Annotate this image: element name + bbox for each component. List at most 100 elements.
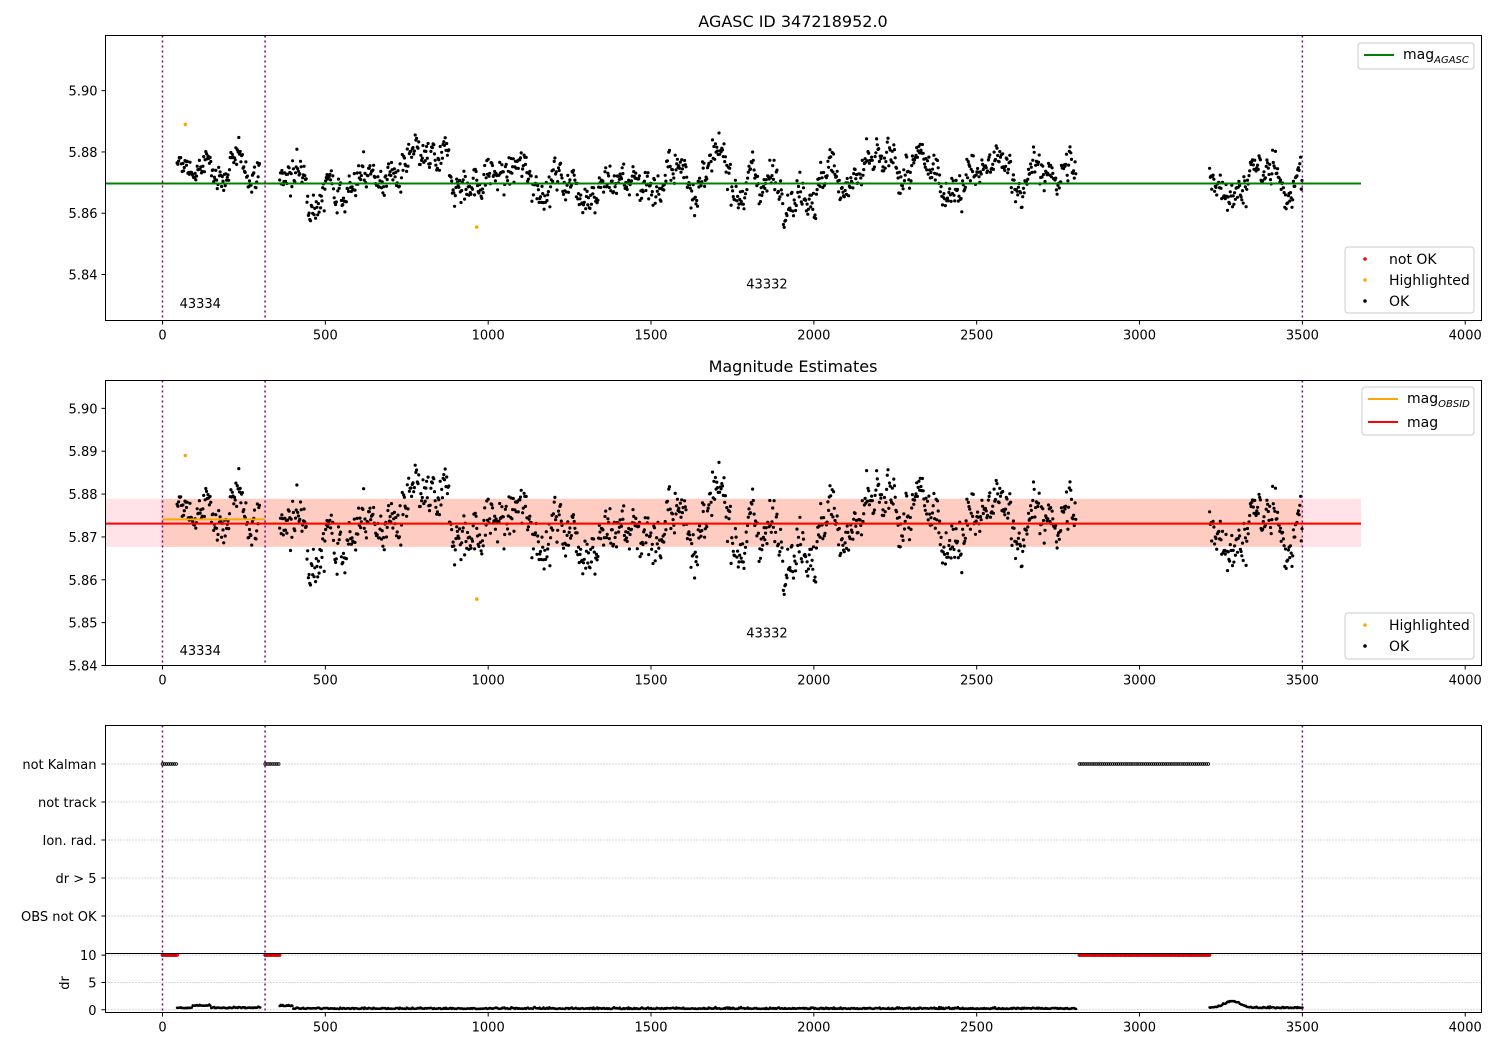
agasc-ok-point <box>966 160 970 164</box>
magnitude-ok-point <box>809 564 813 568</box>
agasc-ok-point <box>502 193 506 197</box>
not-kalman-point <box>1190 762 1195 766</box>
magnitude-ok-point <box>501 515 505 519</box>
magnitude-ok-point <box>1271 502 1275 506</box>
agasc-ok-point <box>1253 158 1257 162</box>
magnitude-ok-point <box>668 507 672 511</box>
agasc-ok-point <box>977 175 981 179</box>
agasc-ok-point <box>796 190 800 194</box>
magnitude-ok-point <box>450 528 454 532</box>
agasc-ok-point <box>837 190 841 194</box>
agasc-ok-point <box>865 137 869 141</box>
not-kalman-point <box>1091 762 1095 766</box>
agasc-ok-point <box>363 171 367 175</box>
magnitude-ok-point <box>810 558 814 562</box>
agasc-ok-point <box>291 159 295 163</box>
not-kalman-point <box>1104 762 1109 766</box>
not-kalman-point <box>267 762 271 766</box>
magnitude-ok-point <box>634 516 638 521</box>
agasc-ok-point <box>645 174 649 178</box>
not-kalman-point <box>275 762 279 766</box>
magnitude-ok-point <box>691 533 695 537</box>
magnitude-ok-point <box>504 504 508 508</box>
magnitude-ok-point <box>829 512 834 517</box>
magnitude-ok-point <box>429 486 433 490</box>
agasc-ok-point <box>938 173 942 177</box>
agasc-ok-point <box>1065 173 1069 177</box>
magnitude-ok-point <box>364 530 368 534</box>
magnitude-xtick-label: 1000 <box>472 674 505 689</box>
magnitude-ok-point <box>182 509 186 513</box>
magnitude-ok-point <box>473 547 477 551</box>
not-kalman-point <box>1185 762 1189 766</box>
magnitude-ok-point <box>341 560 345 565</box>
agasc-ok-point <box>883 166 887 170</box>
magnitude-ok-point <box>872 511 876 515</box>
agasc-ok-point <box>773 188 777 192</box>
not-kalman-point <box>162 762 167 766</box>
agasc-ok-point <box>756 174 760 178</box>
magnitude-ok-point <box>512 529 516 533</box>
magnitude-ok-point <box>1026 525 1030 529</box>
magnitude-ok-point <box>204 489 209 493</box>
not-kalman-point <box>1175 762 1179 766</box>
magnitude-ok-point <box>651 561 655 566</box>
agasc-ok-point <box>346 189 351 193</box>
magnitude-ok-point <box>477 544 481 549</box>
magnitude-ok-point <box>1282 544 1286 548</box>
agasc-ok-point <box>353 188 357 192</box>
dr-point <box>190 1006 194 1009</box>
agasc-ok-point <box>827 165 831 169</box>
magnitude-ok-point <box>771 506 775 510</box>
magnitude-ok-point <box>938 543 942 547</box>
agasc-ok-point <box>198 167 202 171</box>
magnitude-ok-point <box>1228 559 1232 563</box>
magnitude-ok-point <box>1258 495 1262 499</box>
agasc-ok-point <box>1248 169 1252 173</box>
agasc-ok-point <box>693 214 697 218</box>
magnitude-ok-point <box>731 549 735 553</box>
magnitude-ok-point <box>617 530 621 534</box>
agasc-ok-point <box>417 140 421 144</box>
magnitude-ok-point <box>928 512 932 516</box>
not-ok-legend-label: not OK <box>1389 252 1437 268</box>
agasc-ok-point <box>786 193 790 197</box>
agasc-ok-point <box>772 158 776 162</box>
not-kalman-point <box>1155 762 1160 766</box>
magnitude-ok-point <box>799 543 803 547</box>
magnitude-ok-point <box>553 495 557 499</box>
agasc-ok-point <box>235 162 239 166</box>
magnitude-ok-point <box>416 482 420 486</box>
magnitude-ok-point <box>306 549 310 553</box>
agasc-ok-point <box>604 166 608 170</box>
magnitude-ok-point <box>247 527 252 532</box>
dr-point <box>1301 1006 1304 1009</box>
magnitude-ok-point <box>774 530 778 534</box>
magnitude-ok-point <box>195 507 199 511</box>
agasc-ok-point <box>1051 171 1055 175</box>
magnitude-ok-point <box>690 542 694 546</box>
not-kalman-point <box>271 762 275 766</box>
magnitude-ok-point <box>931 504 935 508</box>
magnitude-ok-point <box>910 506 914 510</box>
magnitude-ok-point <box>669 526 673 531</box>
magnitude-ok-point <box>314 557 318 561</box>
agasc-ok-point <box>194 174 199 178</box>
agasc-ok-point <box>257 162 262 166</box>
magnitude-ok-point <box>536 534 540 538</box>
agasc-ok-point <box>910 154 915 158</box>
agasc-ok-point <box>406 164 410 168</box>
magnitude-ok-point <box>323 539 327 543</box>
magnitude-ok-point <box>1225 569 1230 573</box>
magnitude-ok-point <box>629 527 634 531</box>
magnitude-ok-point <box>722 476 726 480</box>
agasc-ok-point <box>898 191 902 195</box>
magnitude-ok-point <box>1240 541 1245 545</box>
magnitude-ok-point <box>976 510 980 514</box>
magnitude-ok-point <box>924 496 928 500</box>
magnitude-ok-point <box>584 566 588 570</box>
agasc-ok-point <box>1011 173 1016 177</box>
magnitude-ok-point <box>742 566 746 571</box>
magnitude-ok-point <box>784 573 788 577</box>
